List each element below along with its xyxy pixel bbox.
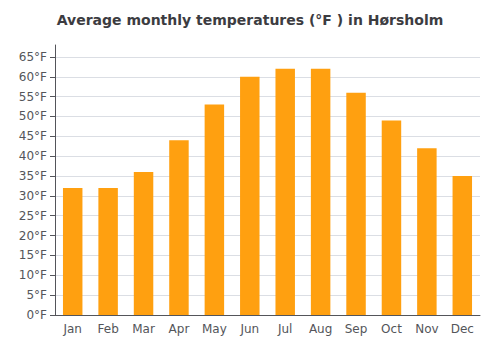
svg-text:35°F: 35°F (19, 169, 47, 183)
svg-text:55°F: 55°F (19, 90, 47, 104)
svg-text:Jan: Jan (62, 322, 82, 336)
svg-text:Average monthly temperatures (: Average monthly temperatures (°F ) in Hø… (57, 12, 444, 28)
svg-text:Nov: Nov (415, 322, 438, 336)
svg-text:45°F: 45°F (19, 129, 47, 143)
svg-text:10°F: 10°F (19, 268, 47, 282)
svg-text:Dec: Dec (451, 322, 474, 336)
svg-text:65°F: 65°F (19, 50, 47, 64)
svg-text:Jul: Jul (277, 322, 292, 336)
svg-text:Aug: Aug (309, 322, 332, 336)
svg-text:Apr: Apr (169, 322, 190, 336)
svg-text:50°F: 50°F (19, 109, 47, 123)
svg-text:Jun: Jun (239, 322, 259, 336)
svg-text:0°F: 0°F (26, 308, 47, 322)
svg-text:30°F: 30°F (19, 189, 47, 203)
svg-text:Sep: Sep (345, 322, 368, 336)
svg-text:Oct: Oct (381, 322, 402, 336)
svg-text:15°F: 15°F (19, 248, 47, 262)
svg-text:60°F: 60°F (19, 70, 47, 84)
svg-text:20°F: 20°F (19, 229, 47, 243)
svg-text:Mar: Mar (132, 322, 155, 336)
svg-text:5°F: 5°F (26, 288, 47, 302)
svg-text:May: May (202, 322, 227, 336)
svg-text:25°F: 25°F (19, 209, 47, 223)
svg-text:40°F: 40°F (19, 149, 47, 163)
svg-text:Feb: Feb (98, 322, 119, 336)
